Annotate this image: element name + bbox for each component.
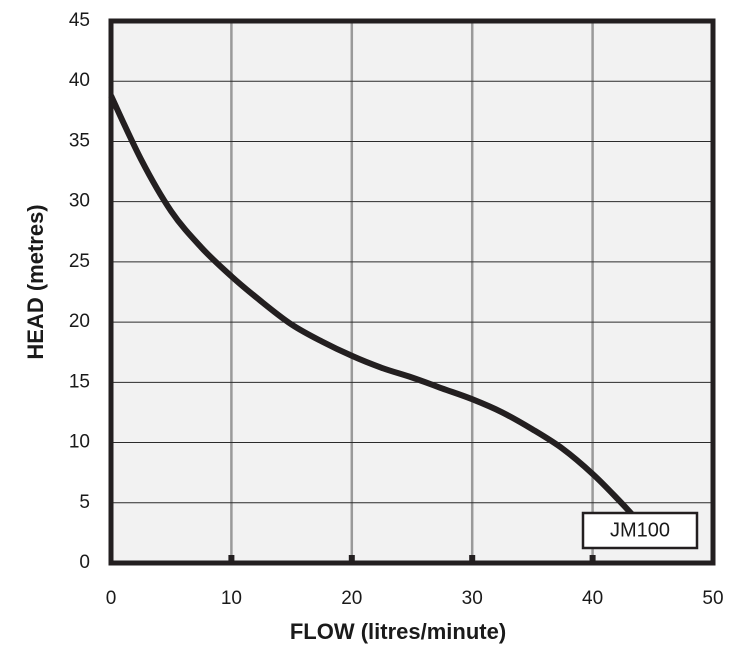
x-tick-label: 10 (221, 588, 242, 609)
y-tick-label: 35 (69, 130, 90, 151)
legend-label: JM100 (610, 519, 670, 541)
series-line-jm100 (108, 94, 637, 520)
x-tick-label: 40 (582, 588, 603, 609)
y-tick-label: 20 (69, 311, 90, 332)
tick-mark-x-10 (228, 555, 235, 563)
y-axis-tick-labels: 0 5 10 15 20 25 30 35 40 45 (69, 10, 90, 573)
x-axis-tick-labels: 0 10 20 30 40 50 (106, 588, 724, 609)
y-tick-label: 45 (69, 10, 90, 31)
y-tick-label: 0 (79, 552, 90, 573)
x-tick-label: 20 (341, 588, 362, 609)
x-tick-label: 0 (106, 588, 117, 609)
horizontal-gridlines (111, 80, 713, 504)
plot-background (111, 21, 713, 563)
y-tick-label: 40 (69, 70, 90, 91)
x-axis-tick-marks (228, 555, 596, 563)
plot-frame (108, 18, 716, 566)
x-axis-title: FLOW (litres/minute) (290, 619, 506, 644)
tick-mark-x-20 (348, 555, 355, 563)
y-tick-label: 5 (79, 492, 90, 513)
legend-box (581, 511, 699, 550)
y-tick-label: 15 (69, 371, 90, 392)
tick-mark-x-40 (589, 555, 596, 563)
y-axis-title: HEAD (metres) (23, 204, 48, 359)
x-tick-label: 30 (462, 588, 483, 609)
legend: JM100 (581, 511, 699, 550)
x-tick-label: 50 (702, 588, 723, 609)
y-tick-label: 25 (69, 251, 90, 272)
tick-mark-x-30 (469, 555, 476, 563)
y-tick-label: 10 (69, 432, 90, 453)
y-tick-label: 30 (69, 191, 90, 212)
